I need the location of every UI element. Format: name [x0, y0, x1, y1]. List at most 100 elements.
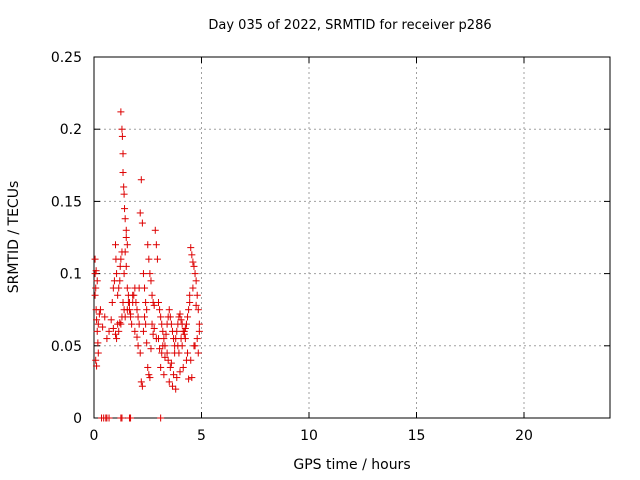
data-point — [145, 371, 153, 379]
data-point — [143, 306, 151, 314]
data-point — [141, 313, 149, 321]
data-point — [134, 313, 142, 321]
x-axis-label: GPS time / hours — [293, 457, 411, 473]
x-tick-label: 0 — [90, 428, 99, 444]
data-point — [142, 320, 150, 328]
data-point — [176, 368, 184, 376]
data-point — [137, 378, 145, 386]
data-point — [123, 241, 131, 249]
data-point — [135, 320, 143, 328]
data-point — [105, 327, 113, 335]
data-point — [127, 414, 135, 422]
x-tick-label: 15 — [408, 428, 426, 444]
y-tick-label: 0.05 — [51, 339, 82, 355]
data-point — [147, 345, 155, 353]
data-point — [160, 371, 168, 379]
data-point — [159, 342, 167, 350]
data-point — [181, 324, 189, 332]
y-tick-label: 0 — [73, 411, 82, 427]
data-point — [117, 108, 125, 116]
data-point — [161, 353, 169, 361]
x-tick-label: 5 — [197, 428, 206, 444]
data-point — [192, 277, 200, 285]
data-point — [103, 335, 111, 343]
data-point — [119, 150, 127, 158]
x-tick-label: 10 — [300, 428, 318, 444]
data-point — [93, 362, 101, 370]
data-point — [93, 327, 101, 335]
data-point — [150, 301, 158, 309]
data-point — [155, 298, 162, 306]
data-point — [191, 270, 199, 278]
data-point — [116, 319, 124, 327]
data-point — [157, 414, 165, 422]
data-point — [184, 349, 192, 357]
data-point — [166, 363, 174, 371]
data-point — [143, 339, 151, 347]
data-point — [139, 327, 147, 335]
data-point — [152, 241, 160, 249]
data-point — [166, 313, 174, 321]
data-point — [190, 262, 198, 270]
data-point — [92, 267, 100, 275]
data-point — [105, 414, 113, 422]
data-point — [163, 349, 171, 357]
data-point — [150, 324, 158, 332]
data-point — [121, 215, 129, 223]
data-point — [162, 330, 170, 338]
data-point — [114, 291, 122, 299]
data-point — [108, 298, 116, 306]
data-point — [122, 234, 130, 241]
data-point — [120, 306, 128, 314]
data-point — [117, 255, 125, 263]
data-point — [101, 313, 109, 321]
data-point — [182, 320, 190, 328]
data-point — [170, 371, 178, 379]
data-point — [113, 335, 121, 343]
data-point — [186, 298, 194, 306]
data-point — [135, 284, 143, 292]
data-point — [118, 414, 126, 422]
data-point — [167, 359, 175, 367]
data-point — [188, 251, 196, 259]
y-tick-label: 0.2 — [60, 122, 82, 138]
data-point — [168, 382, 176, 390]
data-point — [176, 310, 184, 318]
data-point — [94, 339, 102, 347]
data-point — [188, 374, 196, 382]
data-point — [157, 313, 165, 321]
data-point — [124, 298, 132, 306]
data-point — [159, 327, 167, 335]
data-point — [157, 363, 165, 371]
chart-title: Day 035 of 2022, SRMTID for receiver p28… — [208, 18, 492, 33]
data-point — [109, 324, 117, 332]
points-layer — [91, 108, 203, 422]
data-point — [138, 219, 146, 227]
data-point — [194, 349, 202, 357]
data-point — [121, 205, 129, 213]
data-point — [91, 255, 99, 263]
data-point — [153, 255, 161, 263]
data-point — [107, 316, 115, 324]
data-point — [129, 291, 137, 299]
data-point — [165, 306, 173, 314]
data-point — [192, 301, 200, 309]
data-point — [96, 306, 104, 314]
data-point — [195, 327, 203, 335]
data-point — [119, 169, 127, 177]
data-point — [155, 335, 162, 343]
data-point — [115, 327, 123, 335]
data-point — [175, 349, 183, 357]
data-point — [185, 306, 193, 314]
data-point — [121, 313, 129, 321]
data-point — [122, 262, 130, 270]
data-point — [120, 183, 128, 191]
data-point — [116, 277, 124, 285]
data-point — [181, 335, 189, 343]
data-point — [132, 298, 140, 306]
data-point — [151, 226, 159, 234]
data-point — [146, 270, 154, 278]
data-point — [145, 255, 153, 263]
data-point — [133, 333, 141, 341]
data-point — [172, 385, 180, 393]
